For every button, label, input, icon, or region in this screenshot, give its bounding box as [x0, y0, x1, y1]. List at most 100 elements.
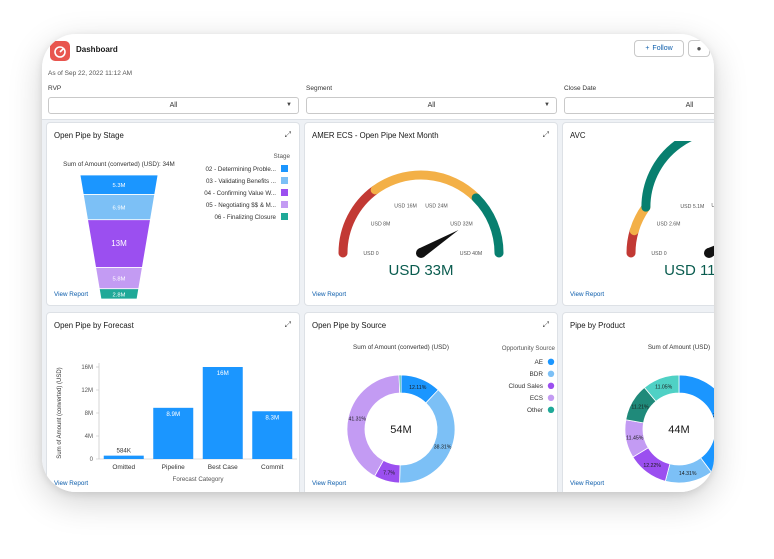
legend-swatch	[547, 358, 555, 365]
view-report-link[interactable]: View Report	[570, 291, 605, 298]
filter-value: All	[427, 102, 436, 109]
y-tick-label: 8M	[85, 411, 93, 417]
funnel-segment[interactable]	[98, 288, 140, 300]
gauge-tick-label: USD 40M	[460, 251, 483, 257]
donut-slice[interactable]	[398, 374, 402, 394]
bar-value-label: 584K	[117, 448, 132, 455]
view-report-link[interactable]: View Report	[312, 291, 347, 298]
filter-select-close-date[interactable]: All ▼	[564, 97, 714, 114]
filter-label-close-date: Close Date	[564, 85, 597, 92]
gauge-tick-label: USD 16M	[394, 203, 417, 209]
gauge-tick-label: USD 24M	[425, 203, 448, 209]
filter-select-segment[interactable]: All ▼	[306, 97, 557, 114]
gauge-needle-hub	[416, 248, 426, 258]
legend-swatch	[281, 189, 288, 196]
card-open-pipe-by-forecast: Open Pipe by Forecast ⤢ 0 4M 8M 12M 16M 584K O…	[46, 312, 300, 492]
expand-icon[interactable]: ⤢	[284, 320, 291, 329]
x-axis-title: Forecast Category	[173, 476, 225, 483]
funnel-value-label: 5.3M	[113, 183, 126, 189]
donut-center-value: 54M	[390, 424, 411, 436]
chevron-down-icon: ▼	[544, 102, 550, 108]
gauge-band	[370, 170, 481, 203]
donut-slice-label: 41.31%	[348, 416, 366, 422]
follow-button[interactable]: + Follow	[634, 40, 684, 57]
card-open-pipe-by-stage: Open Pipe by Stage ⤢ Sum of Amount (conv…	[46, 122, 300, 306]
product-donut-chart: Sum of Amount (USD) 39.76% 14.31% 12.22% 11.…	[624, 344, 714, 484]
expand-icon[interactable]: ⤢	[284, 130, 291, 139]
gauge-needle-hub	[704, 248, 714, 258]
dashboard-icon	[50, 41, 70, 61]
chevron-down-icon: ▼	[286, 102, 292, 108]
x-tick-label: Pipeline	[162, 464, 186, 471]
legend-swatch	[547, 382, 555, 389]
y-tick-label: 16M	[81, 365, 93, 371]
amer-gauge-chart: USD 0 USD 8M USD 16M USD 24M USD 32M USD 40M U…	[338, 170, 504, 279]
card-title: Open Pipe by Source	[312, 321, 387, 330]
bar[interactable]	[153, 407, 194, 459]
donut-slice-label: 7.7%	[383, 470, 395, 476]
filter-label-rvp: RVP	[48, 85, 62, 92]
gauge-tick-label: USD 2.6M	[657, 222, 681, 228]
view-report-link[interactable]: View Report	[54, 480, 89, 487]
gauge-tick-label: USD 8M	[371, 222, 391, 228]
funnel-title: Sum of Amount (converted) (USD): 34M	[63, 161, 175, 168]
donut-slice[interactable]	[399, 389, 456, 484]
card-title: AVC	[570, 131, 586, 140]
bar[interactable]	[103, 455, 144, 459]
gauge-tick-label: USD 32M	[450, 222, 473, 228]
gauge-band	[471, 193, 504, 258]
view-report-link[interactable]: View Report	[54, 291, 89, 298]
donut-slice[interactable]	[678, 374, 714, 473]
legend-title: Stage	[274, 153, 291, 160]
donut-slice-label: 39.76%	[713, 413, 714, 419]
legend-swatch	[281, 213, 288, 220]
x-tick-label: Best Case	[208, 464, 238, 471]
gauge-tick-label: USD 0	[363, 251, 378, 257]
view-report-link[interactable]: View Report	[570, 480, 605, 487]
legend-entry-label: 04 - Confirming Value W...	[204, 190, 276, 197]
filter-select-rvp[interactable]: All ▼	[48, 97, 299, 114]
donut-slice-label: 11.45%	[626, 435, 644, 441]
source-donut-chart: Sum of Amount (converted) (USD) 12.11% 38.…	[346, 344, 556, 484]
gauge-band	[338, 185, 380, 258]
y-tick-label: 0	[90, 457, 94, 463]
gauge-tick-label: USD 0	[651, 251, 666, 257]
legend-entry-label: 02 - Determining Proble...	[205, 166, 276, 173]
forecast-bar-chart: 0 4M 8M 12M 16M 584K Omitted 8.9M Pipeline 16M Bes…	[57, 363, 297, 483]
donut-slice-label: 38.31%	[434, 444, 452, 450]
legend-entry-label: Other	[527, 407, 544, 414]
legend-swatch	[281, 177, 288, 184]
gauge-value-label: USD 11M (63	[664, 262, 714, 279]
legend-swatch	[281, 201, 288, 208]
legend-swatch	[547, 406, 555, 413]
donut-title: Sum of Amount (converted) (USD)	[353, 344, 449, 351]
expand-icon[interactable]: ⤢	[542, 130, 549, 139]
page-title: Dashboard	[76, 45, 118, 54]
card-pipe-by-product: Pipe by Product ⤢ Sum of Amount (USD)39.…	[562, 312, 714, 492]
as-of-timestamp: As of Sep 22, 2022 11:12 AM	[48, 70, 133, 77]
legend-swatch	[281, 165, 288, 172]
expand-icon[interactable]: ⤢	[542, 320, 549, 329]
legend-title: Opportunity Source	[502, 345, 556, 352]
y-tick-label: 12M	[81, 388, 93, 394]
y-tick-label: 4M	[85, 434, 93, 440]
donut-title: Sum of Amount (USD)	[648, 344, 710, 351]
view-report-link[interactable]: View Report	[312, 480, 347, 487]
bar[interactable]	[252, 411, 293, 459]
bar-value-label: 16M	[217, 370, 229, 377]
gauge-tick-label: USD 5.1M	[680, 204, 704, 210]
more-icon: ●	[696, 44, 702, 53]
follow-label: Follow	[652, 45, 673, 52]
y-axis-title: Sum of Amount (converted) (USD)	[57, 367, 63, 458]
donut-slice[interactable]	[643, 374, 680, 402]
legend-entry-label: AE	[534, 359, 543, 366]
gauge-tick-label: USD 7.7M	[711, 203, 714, 209]
gauge-band	[641, 141, 692, 212]
legend-swatch	[547, 394, 555, 401]
more-actions-button[interactable]: ●	[688, 40, 710, 57]
bar[interactable]	[202, 367, 243, 459]
x-tick-label: Omitted	[112, 464, 135, 471]
